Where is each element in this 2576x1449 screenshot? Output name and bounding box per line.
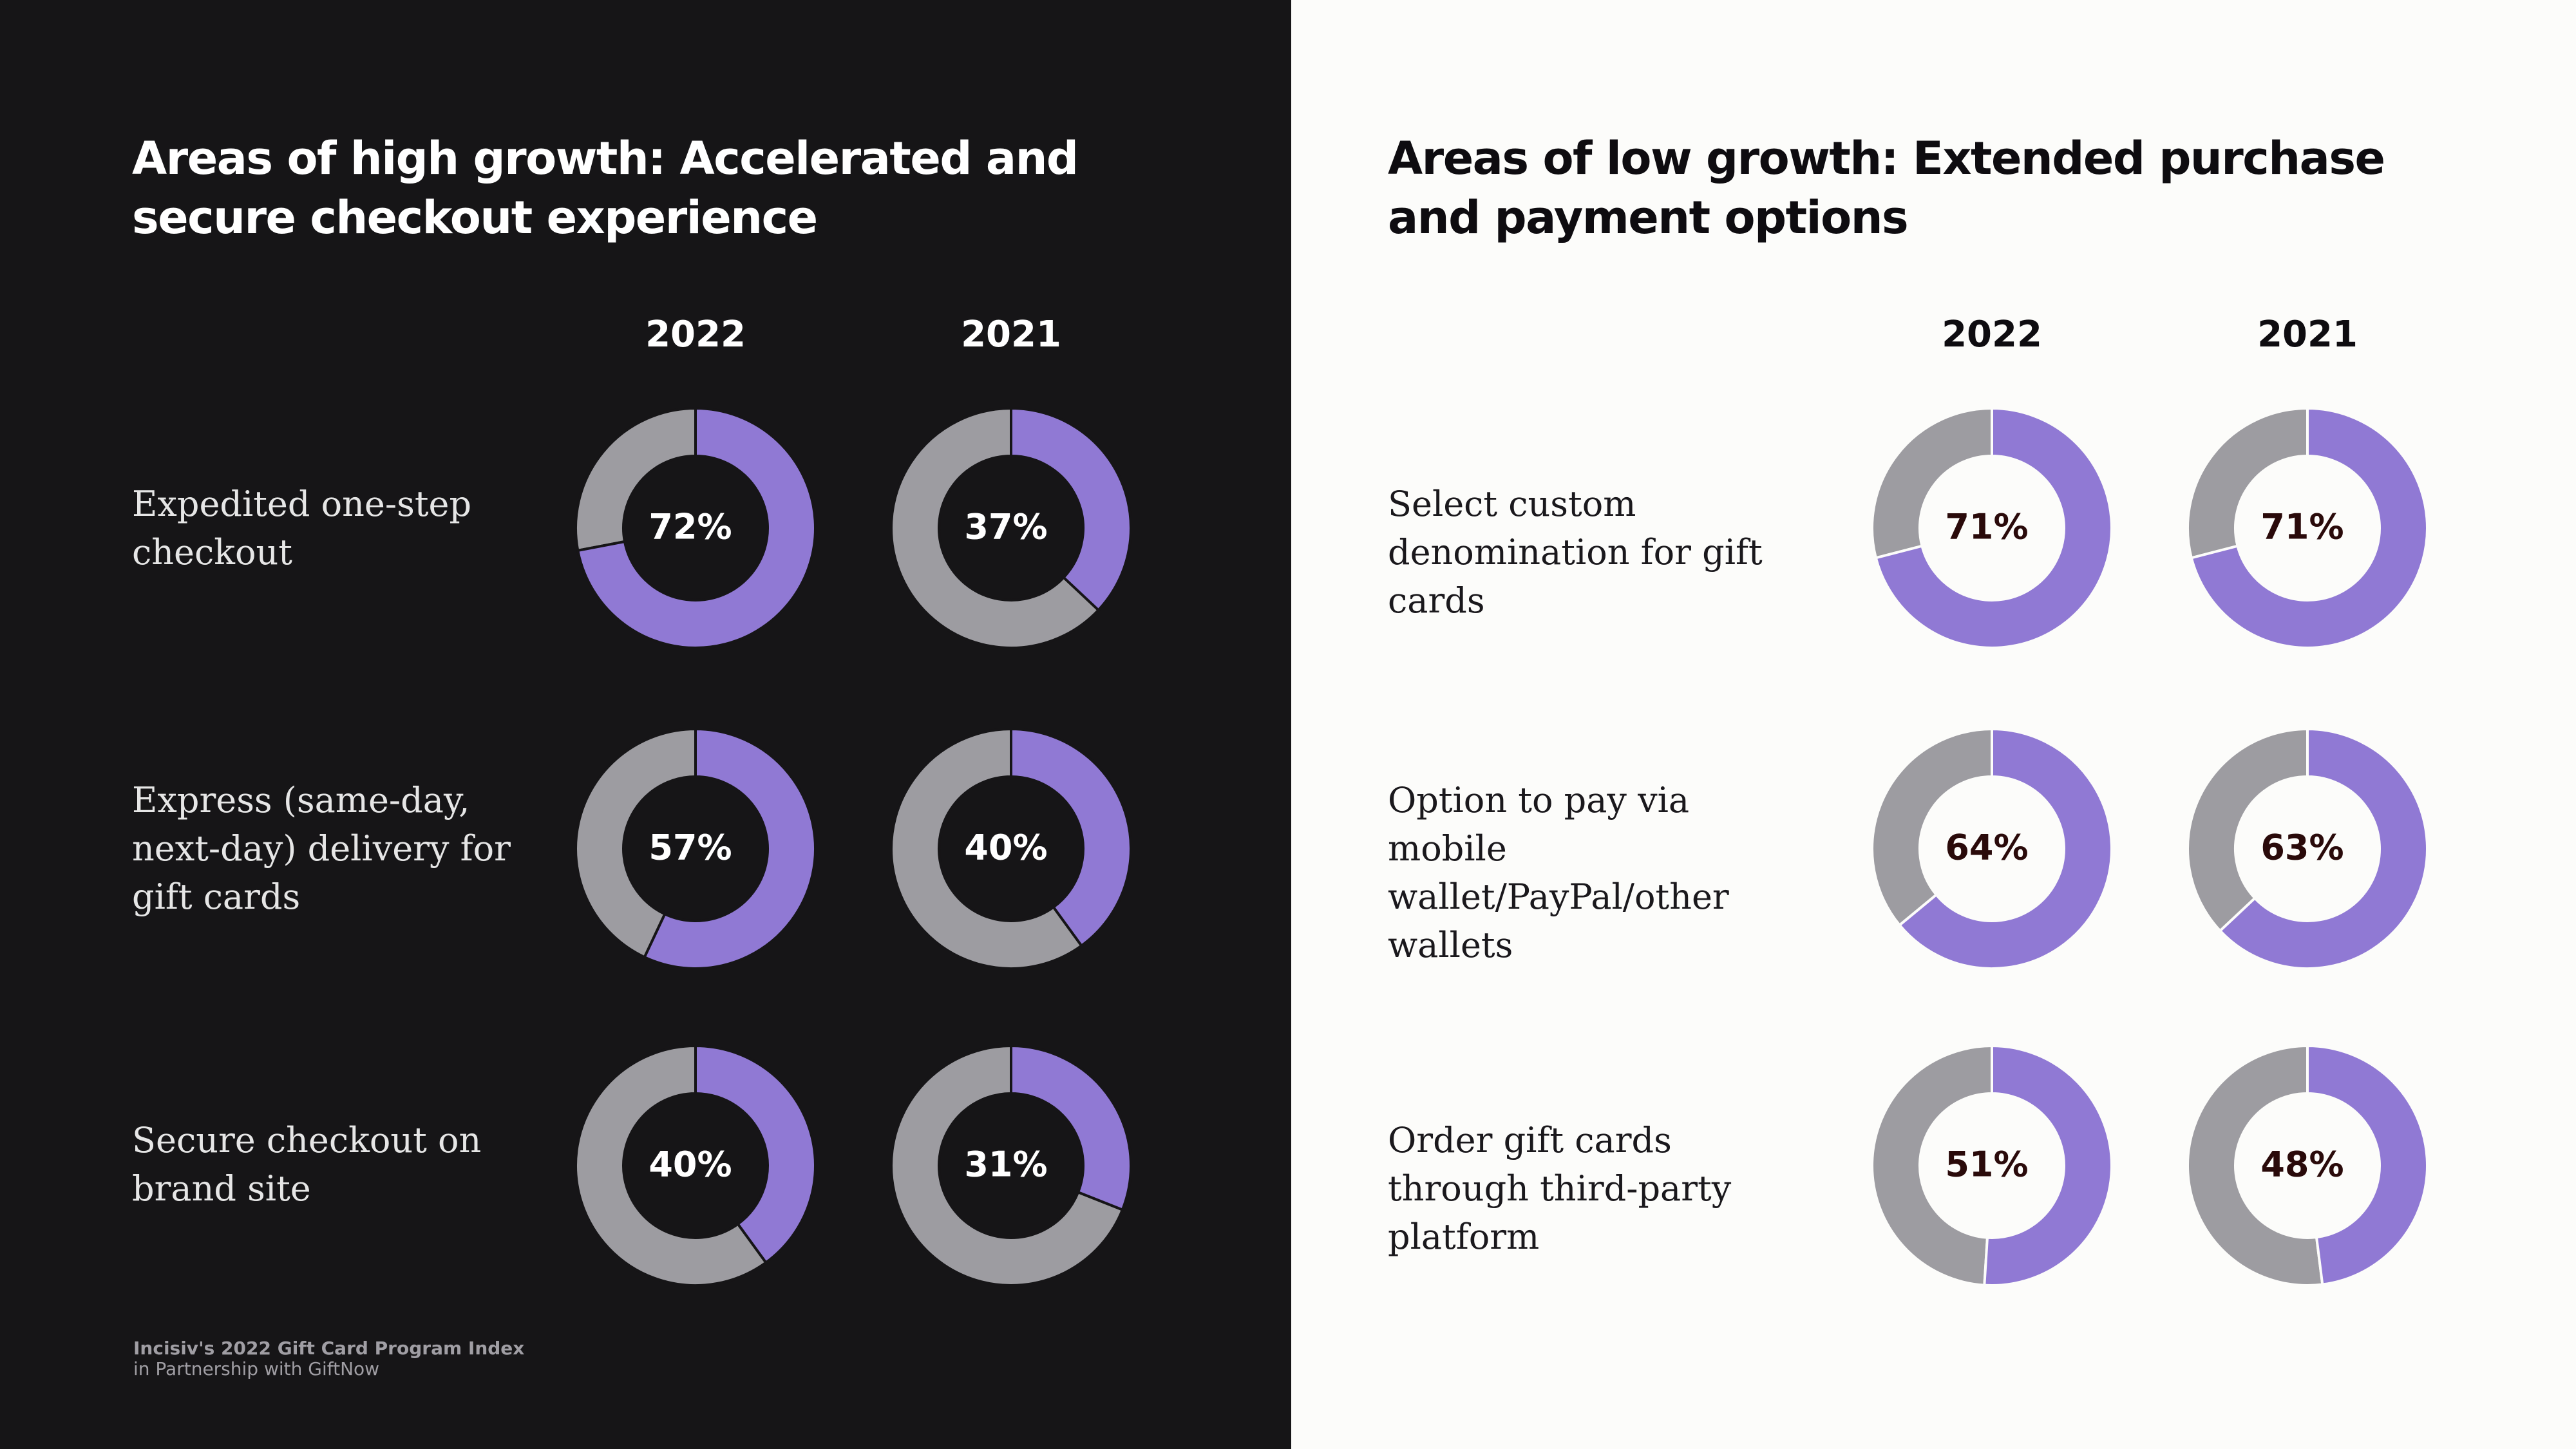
- donut-custom-denomination-2021: 71%: [2186, 407, 2429, 649]
- footer-partner-line: in Partnership with GiftNow: [133, 1358, 380, 1379]
- donut-remainder-slice: [1871, 407, 1993, 560]
- donut-percentage-label: 71%: [1945, 507, 2028, 547]
- donut-remainder-slice: [2186, 1045, 2324, 1287]
- donut-percentage-label: 40%: [649, 1144, 732, 1185]
- donut-value-slice: [2190, 407, 2429, 649]
- year-header-2022: 2022: [645, 314, 746, 355]
- donut-secure-checkout-2022: 40%: [574, 1045, 817, 1287]
- donut-svg: 31%: [890, 1045, 1132, 1287]
- donut-svg: 40%: [890, 728, 1132, 970]
- donut-value-slice: [2218, 728, 2429, 970]
- donut-value-slice: [1010, 407, 1132, 612]
- row-label-third-party-platform: Order gift cards through third-party pla…: [1388, 1120, 1732, 1257]
- donut-value-slice: [1010, 1045, 1132, 1212]
- donut-svg: 63%: [2186, 728, 2429, 970]
- donut-percentage-label: 64%: [1945, 828, 2028, 868]
- donut-percentage-label: 72%: [649, 507, 732, 547]
- donut-percentage-label: 57%: [649, 828, 732, 868]
- donut-percentage-label: 71%: [2260, 507, 2344, 547]
- donut-remainder-slice: [890, 1045, 1124, 1287]
- donut-remainder-slice: [574, 407, 697, 553]
- donut-percentage-label: 37%: [964, 507, 1047, 547]
- row-label-custom-denomination: Select custom denomination for gift card…: [1388, 484, 1763, 621]
- donut-percentage-label: 40%: [964, 828, 1047, 868]
- source-footer: Incisiv's 2022 Gift Card Program Index i…: [133, 1338, 524, 1379]
- donut-express-delivery-2021: 40%: [890, 728, 1132, 970]
- donut-remainder-slice: [574, 728, 697, 959]
- donut-svg: 37%: [890, 407, 1132, 649]
- row-label-secure-checkout: Secure checkout on brand site: [132, 1120, 482, 1209]
- donut-value-slice: [643, 728, 817, 970]
- donut-remainder-slice: [574, 1045, 768, 1287]
- donut-expedited-checkout-2022: 72%: [574, 407, 817, 649]
- donut-value-slice: [2306, 1045, 2429, 1286]
- donut-percentage-label: 63%: [2260, 828, 2344, 868]
- donut-value-slice: [1983, 1045, 2113, 1287]
- donut-remainder-slice: [2186, 728, 2309, 933]
- row-label-express-delivery: Express (same-day, next-day) delivery fo…: [132, 780, 511, 917]
- donut-svg: 48%: [2186, 1045, 2429, 1287]
- low-growth-title: Areas of low growth: Extended purchase a…: [1388, 132, 2385, 244]
- high-growth-panel: Areas of high growth: Accelerated and se…: [0, 0, 1291, 1449]
- high-growth-title: Areas of high growth: Accelerated and se…: [132, 132, 1079, 244]
- donut-value-slice: [1874, 407, 2113, 649]
- donut-third-party-platform-2022: 51%: [1871, 1045, 2113, 1287]
- donut-svg: 57%: [574, 728, 817, 970]
- donut-value-slice: [1010, 728, 1132, 948]
- year-header-2021: 2021: [2257, 314, 2358, 355]
- donut-third-party-platform-2021: 48%: [2186, 1045, 2429, 1287]
- donut-svg: 40%: [574, 1045, 817, 1287]
- donut-remainder-slice: [1871, 728, 1993, 927]
- year-header-2022: 2022: [1942, 314, 2042, 355]
- donut-svg: 51%: [1871, 1045, 2113, 1287]
- donut-value-slice: [694, 1045, 817, 1265]
- donut-svg: 64%: [1871, 728, 2113, 970]
- donut-percentage-label: 48%: [2260, 1144, 2344, 1185]
- year-header-2021: 2021: [961, 314, 1061, 355]
- donut-remainder-slice: [1871, 1045, 1993, 1287]
- row-label-expedited-checkout: Expedited one-step checkout: [132, 484, 472, 573]
- row-label-mobile-wallet: Option to pay via mobile wallet/PayPal/o…: [1388, 780, 1729, 965]
- donut-remainder-slice: [890, 407, 1101, 649]
- donut-remainder-slice: [2186, 407, 2309, 560]
- donut-express-delivery-2022: 57%: [574, 728, 817, 970]
- donut-percentage-label: 31%: [964, 1144, 1047, 1185]
- donut-value-slice: [576, 407, 817, 649]
- low-growth-panel: Areas of low growth: Extended purchase a…: [1291, 0, 2576, 1449]
- donut-mobile-wallet-2022: 64%: [1871, 728, 2113, 970]
- donut-custom-denomination-2022: 71%: [1871, 407, 2113, 649]
- donut-svg: 72%: [574, 407, 817, 649]
- donut-expedited-checkout-2021: 37%: [890, 407, 1132, 649]
- donut-value-slice: [1897, 728, 2113, 970]
- footer-source-line: Incisiv's 2022 Gift Card Program Index: [133, 1338, 525, 1359]
- donut-svg: 71%: [1871, 407, 2113, 649]
- donut-mobile-wallet-2021: 63%: [2186, 728, 2429, 970]
- donut-percentage-label: 51%: [1945, 1144, 2028, 1185]
- donut-remainder-slice: [890, 728, 1084, 970]
- donut-svg: 71%: [2186, 407, 2429, 649]
- donut-secure-checkout-2021: 31%: [890, 1045, 1132, 1287]
